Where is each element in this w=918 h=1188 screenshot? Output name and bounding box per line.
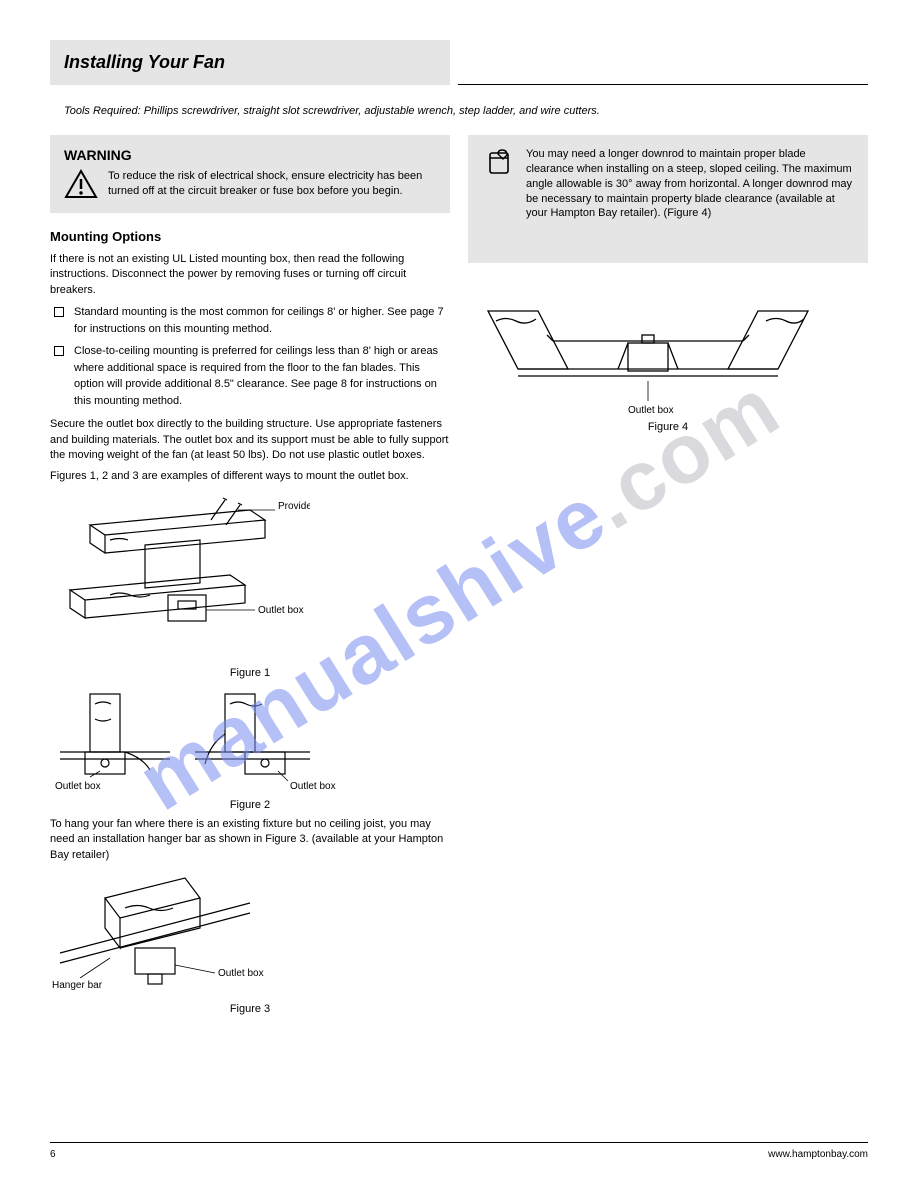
checklist-item-1: Standard mounting is the most common for… <box>54 304 450 337</box>
warning-box: WARNING To reduce the risk of electrical… <box>50 135 450 213</box>
header-rule <box>458 40 868 85</box>
header-tab: Installing Your Fan <box>50 40 450 85</box>
fig1-caption: Figure 1 <box>50 667 450 679</box>
figure-3: Hanger bar Outlet box Figure 3 <box>50 873 450 1015</box>
warning-text: To reduce the risk of electrical shock, … <box>108 169 436 199</box>
figure-2: Outlet box Outlet box Figure 2 <box>50 689 450 811</box>
col-right: You may need a longer downrod to maintai… <box>468 135 868 1021</box>
fig1-box-label: Outlet box <box>258 605 304 616</box>
footer-page-num: 6 <box>50 1149 56 1160</box>
para-3: Figures 1, 2 and 3 are examples of diffe… <box>50 469 450 484</box>
fig3-box-label: Outlet box <box>218 968 264 979</box>
fig4-box-label: Outlet box <box>628 405 674 416</box>
fig2-boxB-label: Outlet box <box>290 781 336 792</box>
fig3-caption: Figure 3 <box>50 1003 450 1015</box>
para-1: If there is not an existing UL Listed mo… <box>50 252 450 298</box>
footer: 6 www.hamptonbay.com <box>50 1142 868 1160</box>
page: manualshive.com Installing Your Fan Tool… <box>0 0 918 1188</box>
note-text: You may need a longer downrod to maintai… <box>526 147 854 221</box>
fig4-caption: Figure 4 <box>468 421 868 433</box>
header-subtitle: Tools Required: Phillips screwdriver, st… <box>64 105 868 117</box>
fig1-screws-label: Provide strong support <box>278 501 310 512</box>
figure-4: Outlet box Figure 4 <box>468 291 868 433</box>
figure-1: Provide strong support Outlet box Figure… <box>50 495 450 679</box>
fig3-bar-label: Hanger bar <box>52 980 103 991</box>
columns: WARNING To reduce the risk of electrical… <box>50 135 868 1021</box>
warning-icon <box>64 169 98 199</box>
fig2-caption: Figure 2 <box>50 799 450 811</box>
note-body: You may need a longer downrod to maintai… <box>482 147 854 221</box>
fig2-boxA-label: Outlet box <box>55 781 101 792</box>
warning-title: WARNING <box>64 147 436 163</box>
footer-url: www.hamptonbay.com <box>768 1149 868 1160</box>
section-mounting-title: Mounting Options <box>50 229 450 244</box>
checklist: Standard mounting is the most common for… <box>50 304 450 409</box>
checklist-item-2: Close-to-ceiling mounting is preferred f… <box>54 343 450 409</box>
page-title: Installing Your Fan <box>64 52 436 73</box>
note-icon <box>482 147 516 177</box>
note-box: You may need a longer downrod to maintai… <box>468 135 868 263</box>
warning-body: To reduce the risk of electrical shock, … <box>64 169 436 199</box>
para-hanger: To hang your fan where there is an exist… <box>50 817 450 863</box>
header-row: Installing Your Fan <box>50 40 868 85</box>
col-left: WARNING To reduce the risk of electrical… <box>50 135 450 1021</box>
para-2: Secure the outlet box directly to the bu… <box>50 417 450 463</box>
